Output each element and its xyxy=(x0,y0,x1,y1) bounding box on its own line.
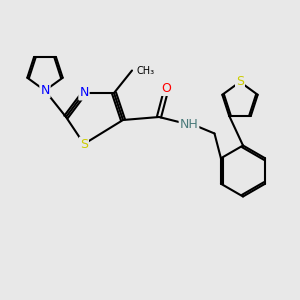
Text: S: S xyxy=(236,75,244,88)
Text: O: O xyxy=(162,82,171,95)
Text: N: N xyxy=(79,86,89,100)
Text: N: N xyxy=(40,84,50,97)
Text: S: S xyxy=(80,137,88,151)
Text: NH: NH xyxy=(180,118,198,131)
Text: CH₃: CH₃ xyxy=(136,65,154,76)
